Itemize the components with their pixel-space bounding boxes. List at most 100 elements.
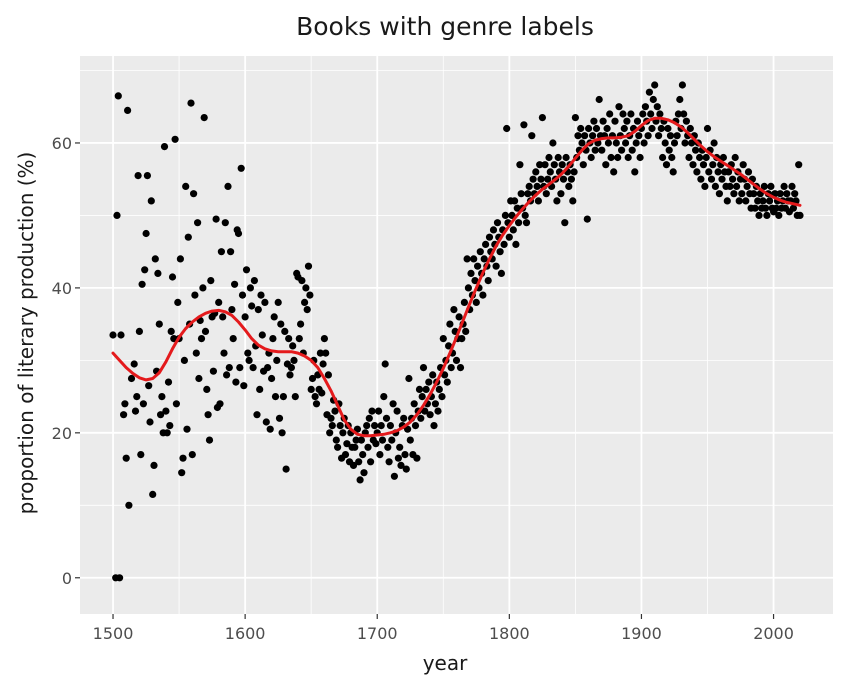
data-point (187, 99, 195, 107)
data-point (158, 393, 166, 401)
data-point (645, 88, 654, 96)
data-point (529, 175, 537, 183)
data-point (182, 182, 190, 190)
data-point (192, 349, 200, 357)
data-point (460, 298, 468, 306)
data-point (644, 132, 652, 140)
data-point (417, 414, 425, 422)
data-point (610, 168, 618, 176)
data-point (662, 161, 671, 169)
data-point (743, 182, 751, 190)
data-point (343, 440, 351, 448)
data-point (775, 211, 783, 219)
data-point (274, 298, 282, 306)
data-point (595, 95, 603, 104)
data-point (681, 139, 689, 147)
data-point (533, 182, 541, 190)
data-point (422, 385, 430, 393)
data-point (759, 197, 767, 205)
data-point (664, 124, 672, 133)
data-point (558, 161, 566, 169)
scatter-points (109, 81, 804, 582)
data-point (160, 143, 169, 151)
data-point (201, 327, 210, 335)
data-point (394, 454, 402, 462)
data-point (611, 117, 619, 125)
data-point (306, 291, 314, 299)
data-point (298, 277, 306, 285)
data-point (254, 306, 262, 314)
data-point (223, 371, 231, 379)
data-point (367, 458, 375, 466)
data-point (357, 436, 365, 444)
data-point (303, 306, 311, 314)
data-point (327, 414, 335, 422)
data-point (273, 356, 281, 364)
data-point (607, 153, 615, 162)
data-point (554, 153, 562, 162)
data-point (581, 132, 589, 140)
data-point (657, 124, 665, 133)
data-point (685, 153, 693, 162)
data-point (419, 364, 428, 372)
data-point (204, 411, 212, 419)
data-point (612, 139, 620, 147)
data-point (452, 356, 461, 364)
data-point (278, 429, 286, 437)
data-point (297, 320, 305, 328)
data-point (480, 255, 488, 263)
data-point (285, 335, 293, 343)
data-point (266, 425, 274, 433)
data-point (463, 255, 471, 263)
data-point (406, 436, 414, 444)
data-point (678, 81, 687, 89)
data-point (661, 139, 669, 147)
data-point (598, 146, 606, 154)
data-point (375, 407, 383, 415)
data-point (225, 364, 233, 372)
data-point (578, 139, 586, 147)
data-point (522, 219, 531, 227)
data-point (750, 190, 758, 198)
data-point (585, 124, 593, 133)
data-point (718, 175, 726, 183)
data-point (590, 117, 598, 125)
data-point (240, 382, 248, 390)
data-point (715, 190, 724, 198)
data-point (253, 411, 261, 419)
data-point (331, 407, 339, 415)
data-point (390, 472, 398, 480)
data-point (221, 219, 229, 227)
data-point (216, 400, 224, 408)
data-point (589, 132, 597, 140)
data-point (261, 298, 269, 306)
x-tick-label: 1800 (489, 624, 530, 643)
data-point (307, 385, 315, 393)
data-point (164, 378, 173, 386)
data-point (139, 400, 147, 408)
data-point (227, 248, 235, 256)
data-point (739, 161, 747, 169)
data-point (688, 139, 696, 147)
data-point (620, 124, 628, 133)
data-point (791, 190, 799, 198)
data-point (236, 364, 244, 372)
data-point (324, 371, 332, 379)
data-point (386, 422, 394, 430)
data-point (515, 219, 523, 227)
data-point (516, 161, 524, 169)
data-point (606, 110, 614, 118)
data-point (496, 248, 504, 256)
data-point (744, 168, 753, 176)
data-point (286, 371, 294, 379)
data-point (492, 262, 500, 270)
data-point (456, 364, 465, 372)
data-point (397, 461, 405, 469)
data-point (500, 240, 508, 248)
data-point (334, 443, 342, 451)
data-point (482, 240, 490, 248)
data-point (389, 400, 397, 408)
data-point (729, 175, 737, 183)
data-point (710, 139, 718, 147)
data-point (212, 215, 220, 223)
